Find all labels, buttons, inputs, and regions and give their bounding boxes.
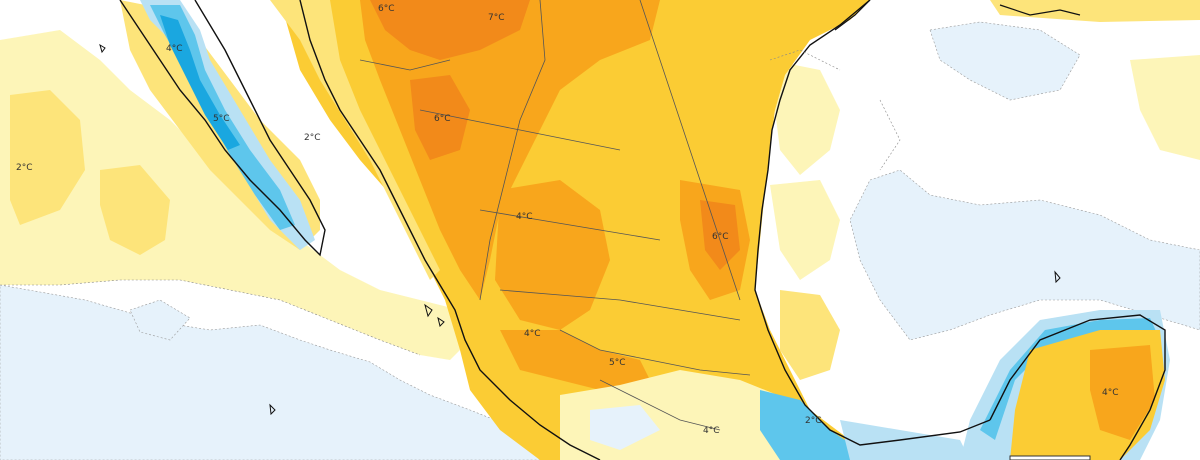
texas-coastline [834, 0, 871, 31]
interior-orange-core [360, 0, 660, 300]
pacific-warm-light [10, 90, 85, 225]
label-5c-baja: 5°C [213, 114, 230, 124]
gulf-warm-light [780, 290, 840, 380]
south-cool-patches [590, 405, 660, 450]
state-borders [359, 0, 751, 431]
label-6c-north: 6°C [378, 4, 395, 14]
yucatan-orange [1090, 345, 1155, 440]
label-4c-yucatan: 4°C [1102, 388, 1119, 398]
yucatan-coastline [989, 314, 1166, 460]
baja-coastline [119, 0, 326, 257]
sonora-coast-warm [270, 0, 440, 280]
louisiana-coastline [999, 4, 1081, 16]
gulf-cool-north [929, 21, 1081, 101]
scale-box [1009, 455, 1091, 460]
chihuahua-deep-orange [410, 75, 470, 160]
east-warm-pale [1130, 55, 1200, 160]
pacific-cool-patch [129, 299, 191, 341]
label-4c-central: 4°C [516, 212, 533, 222]
pacific-warm-light-2 [100, 165, 170, 255]
label-4c-baja: 4°C [166, 44, 183, 54]
label-6c-east: 6°C [712, 232, 729, 242]
gulf-warm-pale-2 [770, 180, 840, 280]
south-orange [500, 330, 650, 390]
gulf-cool-field [849, 169, 1200, 341]
islands [99, 43, 1061, 416]
baja-blue-deep [160, 15, 240, 150]
mainland-coastline-east [754, 0, 991, 446]
anomaly-contours [0, 49, 901, 356]
label-4c-south: 4°C [524, 329, 541, 339]
label-2c-pacific: 2°C [16, 163, 33, 173]
label-5c-south: 5°C [609, 358, 626, 368]
label-7c-north: 7°C [488, 13, 505, 23]
label-4c-oaxaca: 4°C [703, 426, 720, 436]
gulf-warm-pale [770, 60, 840, 175]
label-2c-sonora: 2°C [304, 133, 321, 143]
label-6c-chihuahua: 6°C [434, 114, 451, 124]
gulf-coast-cool [760, 390, 860, 460]
mainland-coastline-west [299, 0, 601, 460]
label-2c-gulf: 2°C [805, 416, 822, 426]
east-deep-orange [700, 200, 740, 270]
north-deep-orange [370, 0, 530, 60]
north-east-warm [990, 0, 1200, 22]
